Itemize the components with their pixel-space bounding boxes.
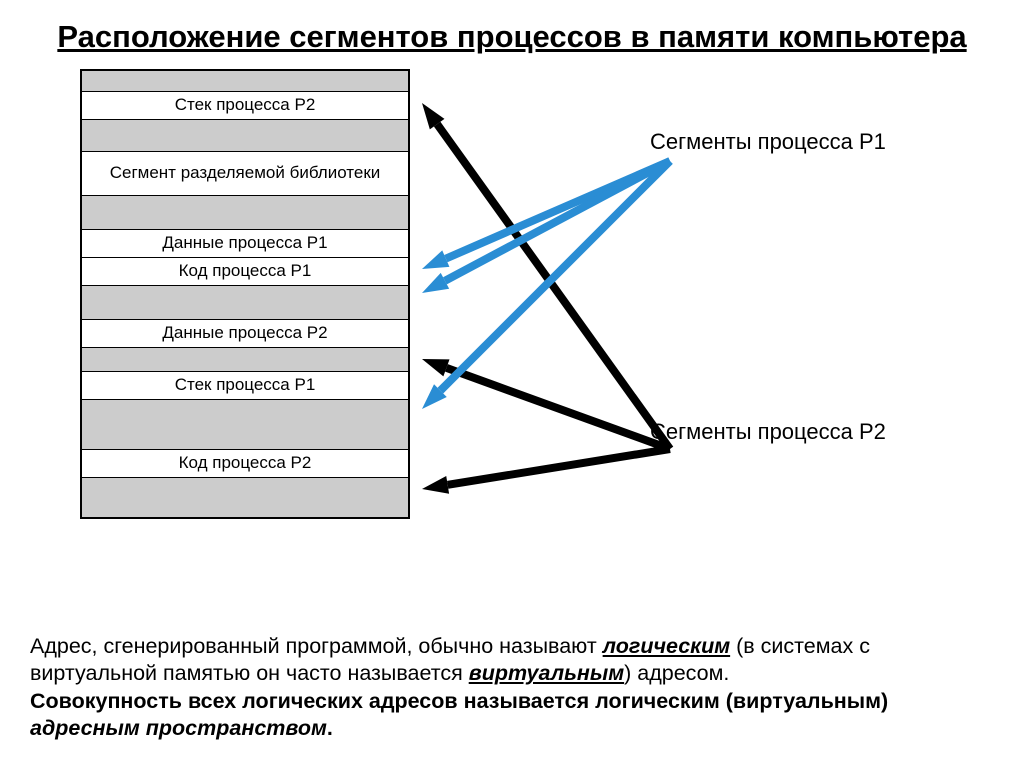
memory-gap xyxy=(82,399,408,449)
body-p1-d: виртуальным xyxy=(469,661,624,685)
memory-segment: Сегмент разделяемой библиотеки xyxy=(82,151,408,195)
body-p1-a: Адрес, сгенерированный программой, обычн… xyxy=(30,634,603,658)
memory-segment: Стек процесса P1 xyxy=(82,371,408,399)
memory-segment: Данные процесса P1 xyxy=(82,229,408,257)
body-p2-b: адресным пространством xyxy=(30,716,327,740)
memory-segment: Код процесса P1 xyxy=(82,257,408,285)
label-p1: Сегменты процесса P1 xyxy=(650,129,886,155)
body-p2-c: . xyxy=(327,716,333,740)
diagram-area: Стек процесса P2 Сегмент разделяемой библ… xyxy=(30,69,990,569)
body-p2-a: Совокупность всех логических адресов наз… xyxy=(30,689,888,713)
memory-column: Стек процесса P2 Сегмент разделяемой библ… xyxy=(80,69,410,519)
memory-gap xyxy=(82,477,408,517)
label-p2: Сегменты процесса P2 xyxy=(650,419,886,445)
memory-segment: Стек процесса P2 xyxy=(82,91,408,119)
body-p1-b: логическим xyxy=(603,634,730,658)
memory-gap xyxy=(82,71,408,91)
memory-gap xyxy=(82,347,408,371)
memory-gap xyxy=(82,195,408,229)
memory-gap xyxy=(82,285,408,319)
memory-gap xyxy=(82,119,408,151)
body-text: Адрес, сгенерированный программой, обычн… xyxy=(30,633,970,743)
memory-segment: Данные процесса P2 xyxy=(82,319,408,347)
page-title: Расположение сегментов процессов в памят… xyxy=(30,18,994,57)
memory-segment: Код процесса P2 xyxy=(82,449,408,477)
body-p1-e: ) адресом. xyxy=(624,661,729,685)
